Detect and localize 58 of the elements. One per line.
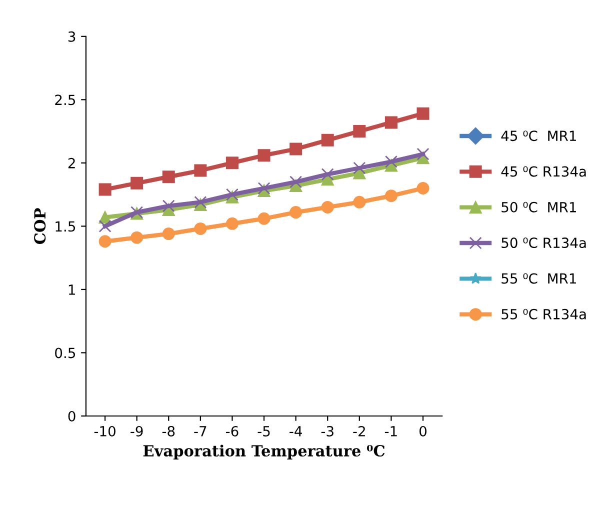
point	[416, 148, 430, 160]
point	[384, 116, 398, 129]
y-tick-label: 0	[68, 410, 76, 422]
point	[321, 200, 334, 214]
legend-label: 45 ⁰C MR1	[501, 130, 576, 142]
point	[353, 125, 366, 138]
x-tick-label: -7	[194, 426, 206, 436]
point	[98, 183, 112, 196]
legend-label: 50 ⁰C R134a	[502, 238, 586, 248]
point	[194, 222, 207, 235]
point	[290, 206, 302, 219]
legend-label: 50 ⁰C MR1	[502, 202, 576, 212]
point	[321, 168, 334, 181]
point	[162, 170, 175, 184]
point	[416, 182, 430, 194]
point	[384, 190, 398, 202]
y-tick-label: 2	[68, 158, 75, 168]
legend-label: 45 ⁰C R134a	[501, 166, 586, 177]
point	[98, 220, 112, 232]
point	[226, 188, 238, 201]
point	[353, 162, 366, 174]
point	[353, 196, 366, 208]
point	[384, 155, 398, 168]
point	[162, 228, 175, 240]
point	[130, 176, 144, 190]
y-tick-label: 1	[68, 284, 75, 295]
x-tick-label: -2	[353, 426, 365, 436]
point	[258, 149, 270, 162]
y-tick-label: 0.5	[55, 348, 76, 358]
x-tick-label: -9	[130, 426, 143, 436]
x-axis-title: Evaporation Temperature ⁰C	[143, 444, 385, 460]
point	[290, 142, 302, 156]
x-tick-label: -4	[290, 426, 302, 436]
legend-label: 55 ⁰C MR1	[502, 273, 576, 284]
legend-label: 55 ⁰C R134a	[502, 308, 586, 320]
point	[258, 182, 270, 194]
point	[162, 200, 175, 212]
point	[130, 231, 144, 244]
y-tick-label: 1.5	[56, 221, 76, 232]
y-tick-label: 3	[68, 31, 76, 42]
x-tick-label: -6	[226, 426, 238, 436]
point	[98, 235, 112, 248]
point	[258, 212, 270, 225]
point	[226, 217, 238, 230]
point	[194, 196, 207, 208]
x-tick-label: -5	[258, 426, 270, 436]
x-tick-label: -10	[94, 426, 116, 436]
x-tick-label: 0	[420, 426, 426, 436]
point	[321, 134, 334, 146]
y-tick-label: 2.5	[55, 94, 76, 106]
x-tick-label: -8	[162, 426, 175, 436]
x-tick-label: -3	[321, 426, 334, 436]
point	[226, 156, 238, 170]
x-tick-label: -1	[384, 426, 397, 436]
point	[416, 107, 430, 120]
point	[290, 176, 302, 188]
point	[194, 164, 207, 177]
y-axis-title: COP	[34, 208, 46, 244]
